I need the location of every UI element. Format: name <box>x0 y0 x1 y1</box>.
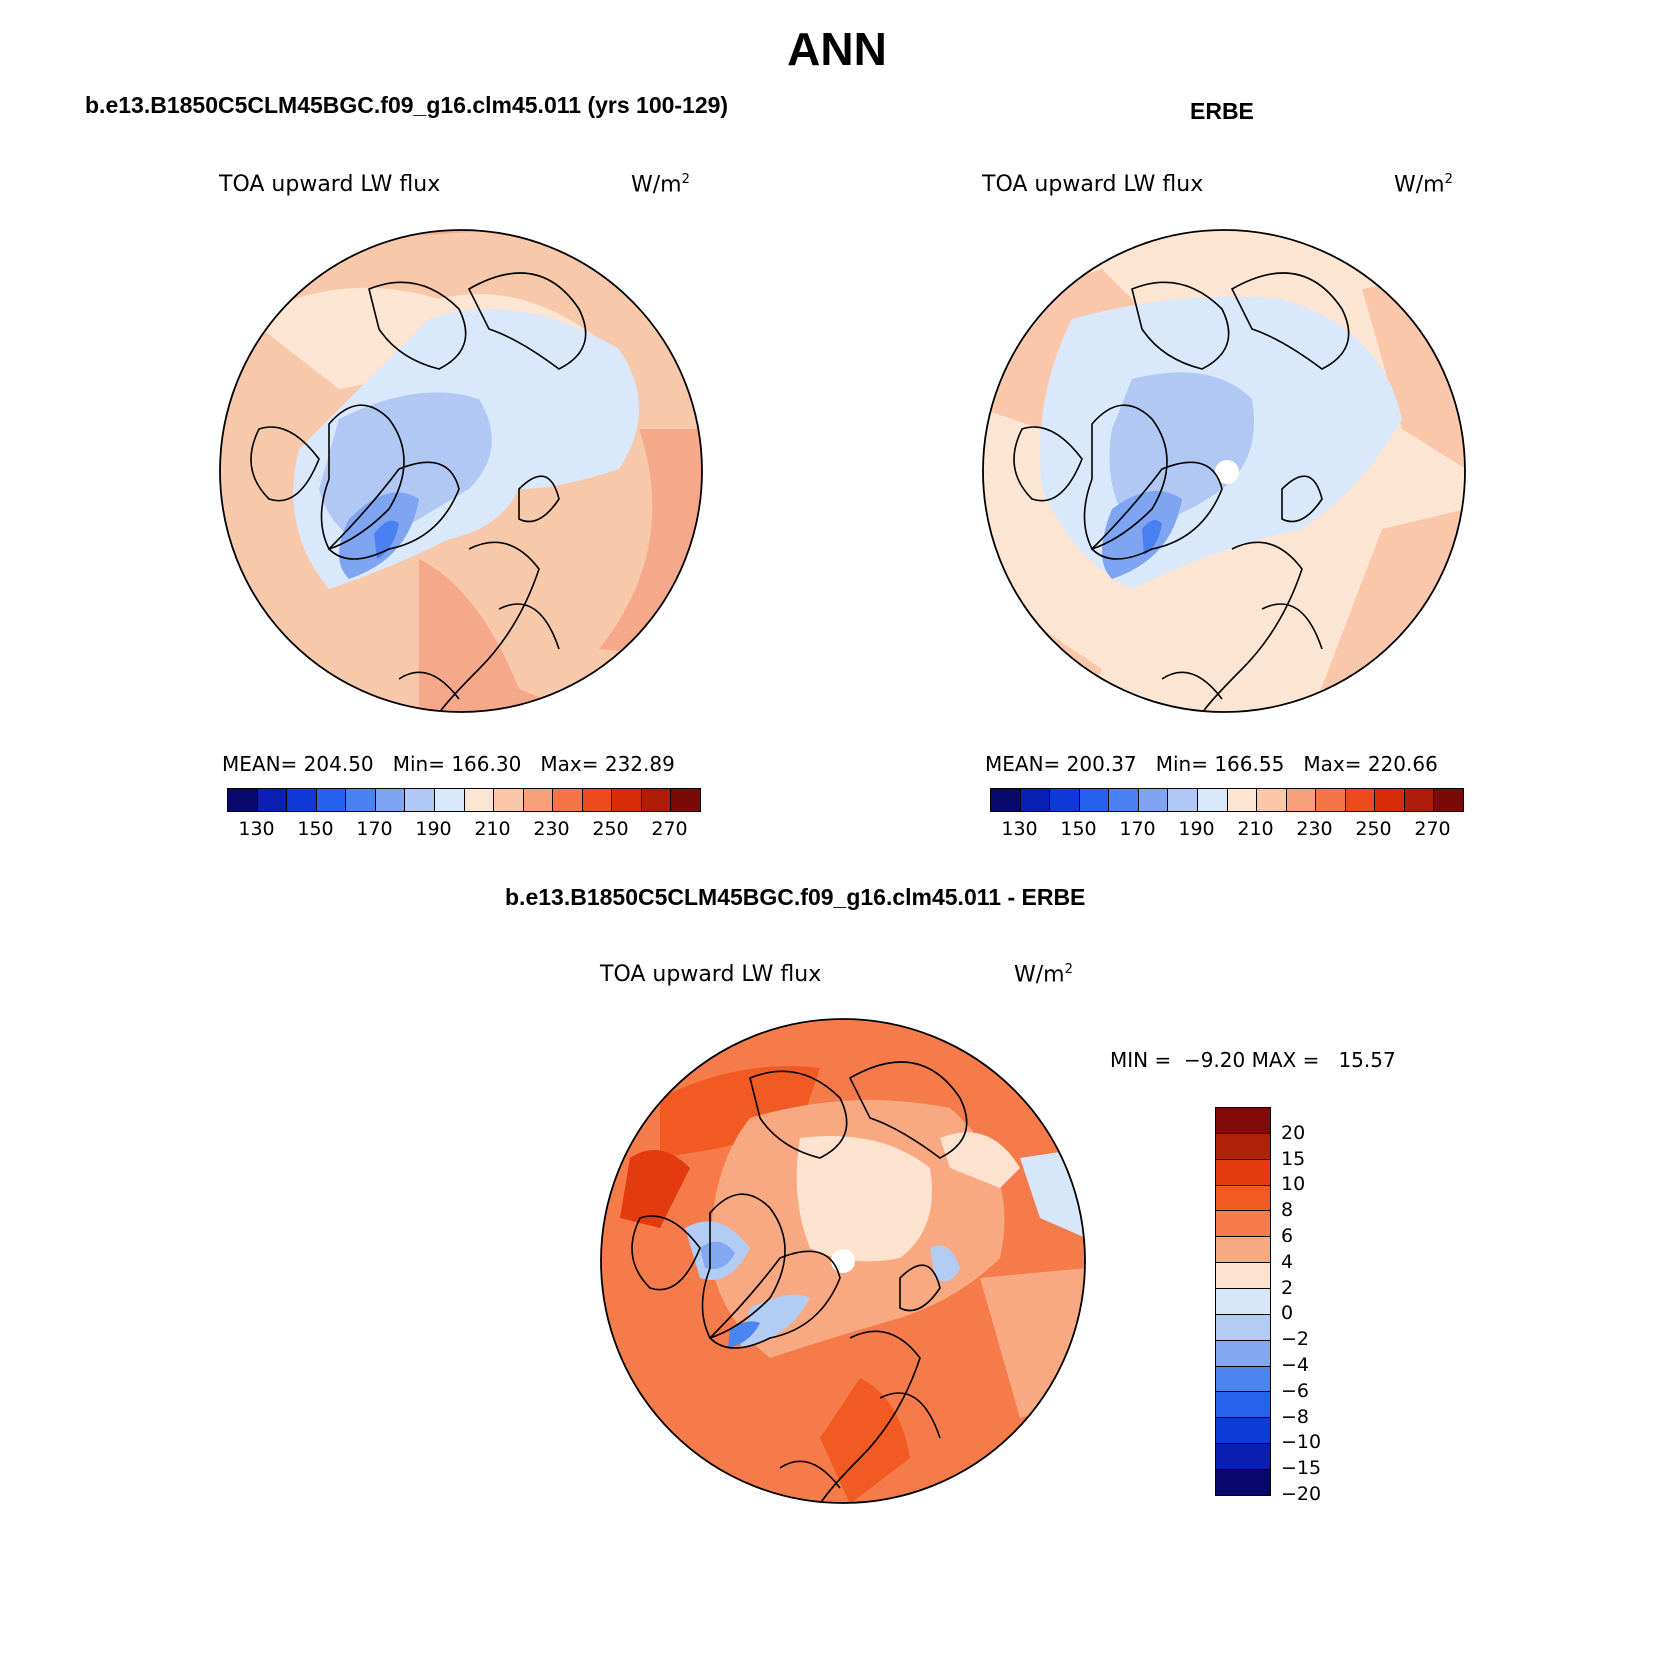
obs-colorbar-swatch <box>1197 789 1228 811</box>
diff-colorbar-tick-label: 4 <box>1281 1250 1294 1273</box>
diff-colorbar-tick-label: −8 <box>1281 1405 1310 1428</box>
model-colorbar-swatch <box>582 789 613 811</box>
figure-title: ANN <box>787 23 887 75</box>
obs-colorbar-swatch <box>1316 789 1346 811</box>
model-colorbar-swatch <box>257 789 288 811</box>
model-colorbar-swatch <box>287 789 317 811</box>
diff-colorbar-swatch <box>1216 1340 1270 1367</box>
obs-colorbar-swatch <box>991 789 1021 811</box>
obs-colorbar-tick-label: 230 <box>1296 818 1333 840</box>
obs-colorbar-swatch <box>1257 789 1287 811</box>
diff-colorbar-tick-label: −15 <box>1281 1457 1322 1480</box>
diff-colorbar-swatch <box>1216 1159 1270 1186</box>
model-colorbar-swatch <box>228 789 258 811</box>
diff-colorbar-swatch <box>1216 1418 1270 1445</box>
diff-colorbar-tick-label: 8 <box>1281 1199 1294 1222</box>
obs-colorbar-tick-label: 170 <box>1119 818 1156 840</box>
model-colorbar-swatch <box>641 789 672 811</box>
diff-colorbar-swatch <box>1216 1314 1270 1341</box>
diff-stats: MIN = −9.20 MAX = 15.57 <box>1110 1048 1396 1072</box>
obs-colorbar-swatch <box>1050 789 1080 811</box>
diff-colorbar-tick-label: −10 <box>1281 1431 1322 1454</box>
model-stats: MEAN= 204.50 Min= 166.30 Max= 232.89 <box>222 752 675 776</box>
diff-colorbar-swatch <box>1216 1237 1270 1264</box>
obs-colorbar-tick-label: 130 <box>1001 818 1038 840</box>
obs-colorbar-tick-label: 150 <box>1060 818 1097 840</box>
obs-units-label: W/m2 <box>1394 172 1453 198</box>
diff-colorbar-swatch <box>1216 1392 1270 1419</box>
diff-colorbar-tick-label: −20 <box>1281 1483 1322 1505</box>
model-colorbar-swatch <box>612 789 642 811</box>
model-colorbar-tick-label: 190 <box>415 818 452 840</box>
model-colorbar-swatch <box>375 789 406 811</box>
obs-variable-label: TOA upward LW flux <box>982 172 1204 197</box>
obs-colorbar-swatch <box>1079 789 1110 811</box>
obs-stats: MEAN= 200.37 Min= 166.55 Max= 220.66 <box>985 752 1438 776</box>
model-colorbar-swatch <box>434 789 465 811</box>
model-colorbar-tick-label: 130 <box>238 818 275 840</box>
obs-colorbar-swatch <box>1020 789 1051 811</box>
diff-units-label: W/m2 <box>1014 962 1073 988</box>
diff-colorbar-tick-label: −4 <box>1281 1354 1310 1376</box>
model-colorbar-swatch <box>494 789 524 811</box>
obs-colorbar-swatch <box>1227 789 1258 811</box>
obs-colorbar-swatch <box>1138 789 1169 811</box>
diff-colorbar-swatch <box>1216 1108 1270 1134</box>
diff-colorbar-swatch <box>1216 1263 1270 1290</box>
diff-colorbar-tick-label: −2 <box>1281 1328 1310 1351</box>
model-colorbar-swatch <box>346 789 376 811</box>
model-colorbar-tick-label: 170 <box>356 818 393 840</box>
diff-colorbar-tick-label: 2 <box>1281 1276 1294 1299</box>
diff-polar-map <box>600 1018 1086 1504</box>
diff-variable-label: TOA upward LW flux <box>600 962 822 987</box>
diff-colorbar-tick-label: −6 <box>1281 1379 1310 1402</box>
diff-panel-header: b.e13.B1850C5CLM45BGC.f09_g16.clm45.011 … <box>505 884 1086 910</box>
obs-colorbar-tick-label: 190 <box>1178 818 1215 840</box>
model-colorbar-swatch <box>464 789 495 811</box>
model-colorbar-tick-label: 270 <box>651 818 688 840</box>
diff-colorbar-swatch <box>1216 1211 1270 1238</box>
model-colorbar-swatch <box>553 789 583 811</box>
obs-panel-header: ERBE <box>1190 98 1254 124</box>
obs-colorbar <box>990 788 1464 812</box>
model-colorbar-tick-label: 210 <box>474 818 511 840</box>
diff-colorbar-swatch <box>1216 1133 1270 1160</box>
model-colorbar <box>227 788 701 812</box>
model-colorbar-swatch <box>671 789 700 811</box>
diff-colorbar-swatch <box>1216 1444 1270 1471</box>
diff-colorbar <box>1215 1107 1271 1496</box>
diff-colorbar-tick-label: 15 <box>1281 1147 1306 1170</box>
diff-colorbar-tick-label: 6 <box>1281 1225 1294 1247</box>
diff-colorbar-tick-label: 20 <box>1281 1121 1306 1144</box>
model-colorbar-tick-label: 230 <box>533 818 570 840</box>
diff-colorbar-swatch <box>1216 1366 1270 1393</box>
model-colorbar-swatch <box>405 789 435 811</box>
obs-colorbar-tick-label: 270 <box>1414 818 1451 840</box>
obs-colorbar-swatch <box>1404 789 1435 811</box>
model-variable-label: TOA upward LW flux <box>219 172 441 197</box>
obs-colorbar-swatch <box>1109 789 1139 811</box>
diff-colorbar-swatch <box>1216 1289 1270 1315</box>
obs-colorbar-swatch <box>1375 789 1405 811</box>
model-colorbar-swatch <box>316 789 347 811</box>
obs-colorbar-swatch <box>1168 789 1198 811</box>
model-units-label: W/m2 <box>631 172 690 198</box>
obs-colorbar-swatch <box>1345 789 1376 811</box>
model-panel-header: b.e13.B1850C5CLM45BGC.f09_g16.clm45.011 … <box>85 92 729 118</box>
diff-colorbar-swatch <box>1216 1470 1270 1495</box>
obs-colorbar-swatch <box>1286 789 1317 811</box>
diff-colorbar-tick-label: 10 <box>1281 1173 1306 1196</box>
diff-colorbar-tick-label: 0 <box>1281 1302 1294 1325</box>
model-polar-map <box>219 229 703 713</box>
obs-polar-map <box>982 229 1466 713</box>
model-colorbar-tick-label: 250 <box>592 818 629 840</box>
obs-colorbar-tick-label: 250 <box>1355 818 1392 840</box>
obs-colorbar-tick-label: 210 <box>1237 818 1274 840</box>
model-colorbar-tick-label: 150 <box>297 818 334 840</box>
model-colorbar-swatch <box>523 789 554 811</box>
diff-colorbar-swatch <box>1216 1185 1270 1212</box>
obs-colorbar-swatch <box>1434 789 1463 811</box>
